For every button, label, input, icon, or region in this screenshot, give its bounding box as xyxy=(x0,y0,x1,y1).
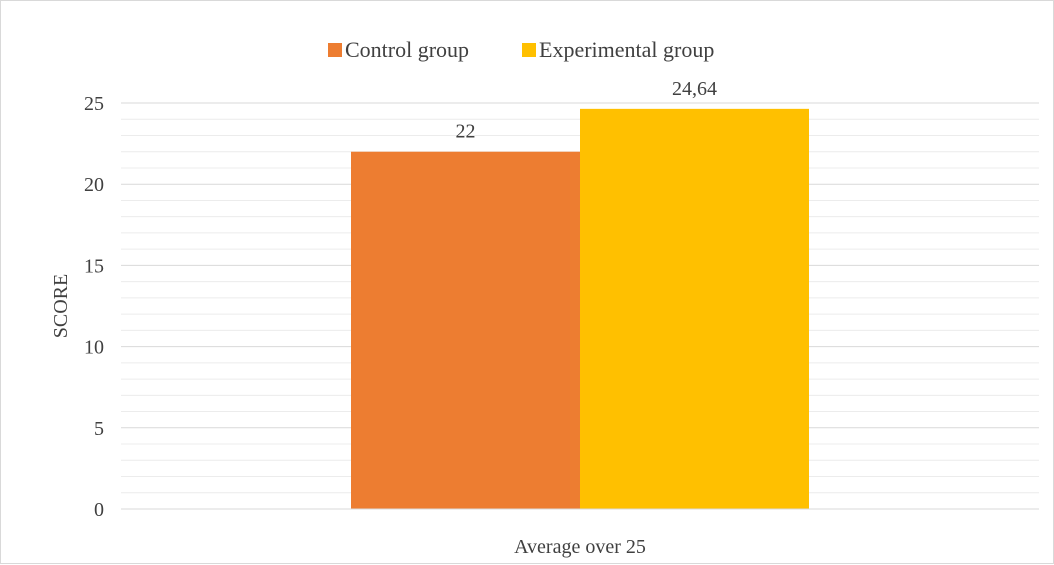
data-labels: 22 24,64 xyxy=(456,78,718,143)
y-tick-label: 25 xyxy=(84,93,104,115)
y-tick-label: 10 xyxy=(84,337,104,359)
bar-experimental-group xyxy=(580,108,809,509)
y-axis-title: SCORE xyxy=(50,274,72,338)
data-label: 24,64 xyxy=(672,78,717,100)
x-tick-label: Average over 25 xyxy=(514,536,646,558)
y-tick-label: 20 xyxy=(84,174,104,196)
legend-swatch xyxy=(328,43,342,57)
legend-label: Experimental group xyxy=(539,37,714,62)
legend: Control group Experimental group xyxy=(328,37,714,62)
bars xyxy=(351,108,809,509)
bar-control-group xyxy=(351,151,580,509)
legend-swatch xyxy=(522,43,536,57)
y-tick-labels: 0 5 10 15 20 25 xyxy=(84,93,104,521)
x-tick-labels: Average over 25 xyxy=(514,536,646,558)
data-label: 22 xyxy=(456,121,476,143)
y-tick-label: 0 xyxy=(94,499,104,521)
y-tick-label: 15 xyxy=(84,255,104,277)
legend-label: Control group xyxy=(345,37,469,62)
y-tick-label: 5 xyxy=(94,418,104,440)
